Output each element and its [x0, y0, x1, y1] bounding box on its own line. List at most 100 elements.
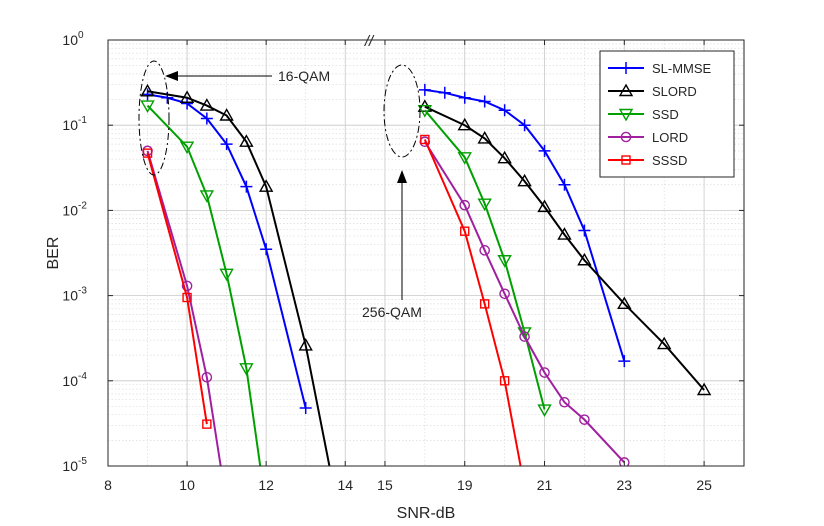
data-point-ssd [179, 141, 195, 155]
y-axis-label: BER [45, 237, 62, 270]
series-line-sssd-left [146, 152, 208, 425]
data-point-slord [537, 199, 552, 213]
legend: SL-MMSE SLORD SSD LORD SSSD [599, 50, 735, 178]
data-point-sl-mmse [260, 243, 273, 256]
series-line-ssd-right [424, 109, 546, 410]
legend-marker-sl-mmse [620, 62, 632, 74]
series-line-ssd-left [146, 104, 262, 466]
data-point-slord [239, 134, 254, 147]
annotation-ellipse-256qam [383, 64, 421, 158]
x-tick-label: 8 [104, 477, 112, 493]
legend-marker-sssd [621, 155, 631, 165]
legend-label-sssd: SSSD [652, 153, 687, 168]
data-point-sl-mmse [458, 91, 471, 104]
legend-label-ssd: SSD [652, 107, 679, 122]
legend-entry-slord: SLORD [608, 83, 697, 99]
x-tick-label: 23 [617, 477, 633, 493]
data-point-sssd [202, 419, 212, 429]
y-tick-label: 10 [62, 288, 78, 304]
data-point-lord [459, 199, 471, 211]
data-point-sssd [142, 148, 153, 158]
annotation-label-16qam: 16-QAM [278, 68, 330, 84]
y-tick-exponent: -5 [78, 456, 87, 467]
y-tick-exponent: -2 [78, 200, 87, 211]
legend-label-lord: LORD [652, 130, 688, 145]
x-tick-label: 12 [258, 477, 274, 493]
data-point-sl-mmse [518, 119, 531, 132]
x-tick-label: 25 [696, 477, 712, 493]
data-point-sl-mmse [200, 112, 213, 125]
y-tick-exponent: -4 [78, 371, 87, 382]
y-tick-label: 10 [62, 458, 78, 474]
data-point-ssd [219, 268, 234, 282]
data-point-sl-mmse [141, 88, 154, 101]
series-line-sl-mmse-right [424, 88, 626, 362]
y-tick-label: 10 [62, 202, 78, 218]
data-point-slord [219, 108, 234, 121]
data-point-slord [477, 130, 492, 144]
data-point-ssd [457, 152, 472, 165]
series-line-lord-right [423, 141, 626, 464]
data-point-slord [298, 338, 313, 351]
series-line-slord-right [424, 105, 705, 391]
data-point-slord [457, 117, 472, 131]
data-point-ssd [537, 404, 552, 417]
data-point-lord [479, 245, 490, 256]
annotation-arrowhead-16qam [165, 71, 178, 81]
legend-label-slord: SLORD [652, 84, 697, 99]
y-tick-label: 10 [62, 117, 78, 133]
series-line-sssd-right [423, 139, 522, 466]
axis-break-mark: // [364, 33, 375, 50]
grid-lines [108, 40, 744, 466]
data-point-lord [579, 414, 590, 425]
data-point-slord [179, 90, 195, 103]
series-ssd [140, 100, 552, 466]
x-tick-label: 10 [179, 477, 195, 493]
series-sl-mmse [141, 83, 631, 414]
legend-entry-sl-mmse: SL-MMSE [608, 61, 712, 76]
series-line-sl-mmse-left [147, 93, 307, 409]
data-point-ssd [477, 198, 492, 212]
data-point-ssd [239, 363, 254, 376]
data-point-lord [519, 331, 530, 342]
legend-marker-ssd [618, 108, 634, 122]
data-point-slord [696, 382, 712, 396]
series-sssd [142, 134, 522, 466]
y-tick-exponent: -3 [78, 286, 87, 297]
data-point-sl-mmse [498, 104, 511, 117]
legend-marker-lord [620, 131, 632, 143]
y-tick-label: 10 [62, 32, 78, 48]
data-point-sssd [460, 226, 470, 236]
x-tick-label: 14 [337, 477, 353, 493]
data-point-slord [517, 173, 532, 187]
legend-entry-lord: LORD [608, 130, 688, 145]
data-point-slord [617, 296, 632, 310]
data-point-sl-mmse [240, 180, 253, 193]
x-tick-label: 19 [457, 477, 473, 493]
data-point-slord [497, 150, 512, 164]
data-point-sl-mmse [418, 83, 431, 96]
annotation-label-256qam: 256-QAM [362, 304, 422, 320]
data-point-sl-mmse [538, 144, 551, 157]
data-point-slord [577, 252, 592, 266]
data-point-ssd [417, 104, 433, 118]
data-point-sssd [499, 376, 510, 386]
plot-frame [107, 39, 745, 467]
data-point-ssd [497, 255, 512, 268]
x-tick-label: 21 [537, 477, 553, 493]
y-tick-exponent: 0 [78, 30, 84, 41]
y-tick-label: 10 [62, 373, 78, 389]
data-point-sl-mmse [220, 138, 233, 151]
legend-marker-slord [618, 83, 634, 97]
annotation-arrowhead-256qam [397, 170, 407, 183]
data-point-ssd [140, 100, 155, 113]
data-point-ssd [199, 190, 215, 203]
data-point-lord [201, 371, 213, 383]
data-point-slord [199, 98, 215, 111]
series-line-lord-left [146, 150, 222, 466]
data-series [140, 83, 712, 466]
annotations: 16-QAM 256-QAM [138, 60, 422, 320]
data-point-slord [258, 179, 274, 192]
data-point-slord [557, 227, 572, 240]
